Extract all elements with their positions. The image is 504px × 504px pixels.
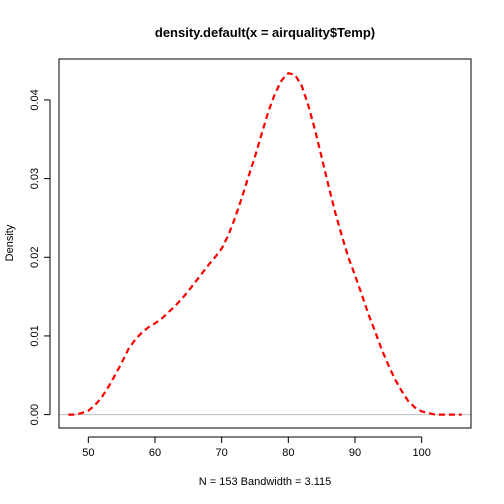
y-tick-label: 0.00 (29, 404, 41, 425)
x-tick-label: 50 (82, 447, 94, 459)
y-tick-label: 0.04 (29, 89, 41, 110)
x-tick-label: 80 (282, 447, 294, 459)
density-series (68, 72, 462, 416)
y-axis-label: Density (4, 224, 16, 261)
y-tick-label: 0.03 (29, 168, 41, 189)
chart-title: density.default(x = airquality$Temp) (155, 25, 375, 40)
x-tick-label: 60 (149, 447, 161, 459)
y-axis: 0.00 0.01 0.02 0.03 0.04 (29, 89, 51, 425)
x-axis: 50 60 70 80 90 100 (82, 436, 431, 459)
y-tick-label: 0.02 (29, 247, 41, 268)
x-axis-label: N = 153 Bandwidth = 3.115 (199, 476, 332, 488)
x-tick-label: 90 (349, 447, 361, 459)
plot-border (58, 58, 472, 429)
y-tick-label: 0.01 (29, 325, 41, 346)
x-tick-label: 100 (412, 447, 430, 459)
x-tick-label: 70 (216, 447, 228, 459)
density-line-0 (68, 72, 462, 416)
